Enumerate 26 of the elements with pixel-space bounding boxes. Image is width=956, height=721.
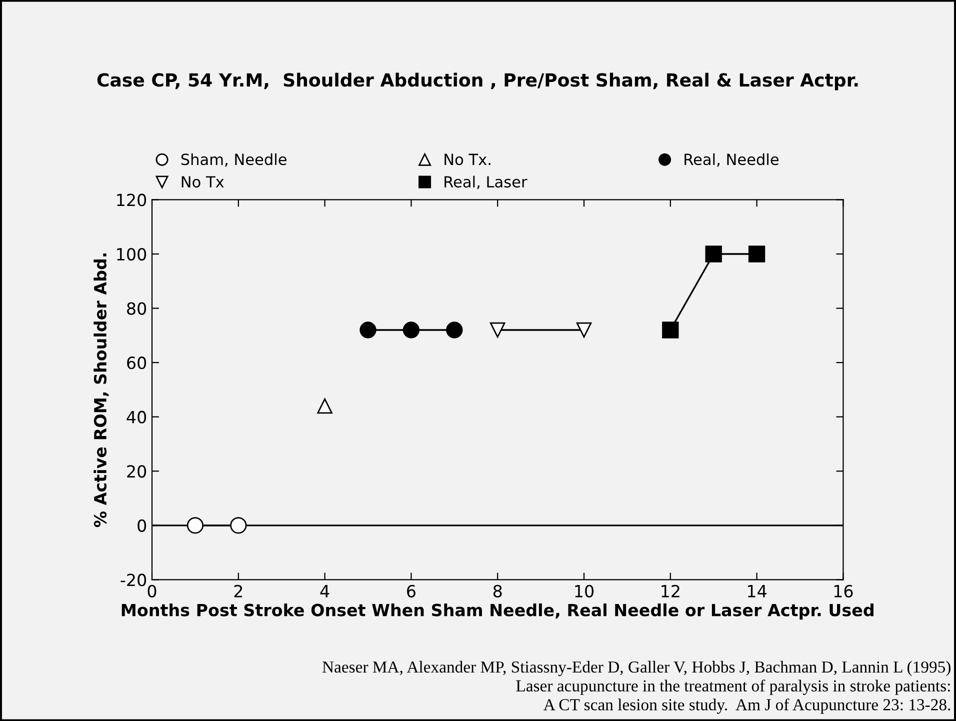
legend-label: Real, Laser — [444, 176, 528, 190]
x-tick-label: 6 — [407, 584, 416, 598]
legend-label: Sham, Needle — [181, 153, 286, 167]
y-tick-label: 120 — [117, 194, 146, 206]
text: Naeser MA, Alexander MP, Stiassny-Eder D, Galler V, Hobbs J, Bachman D, Lannin L (1995) Laser acupuncture in the treatment of paralysis in stroke patients: A CT scan lesion site study. Am J of Acupuncture 23: 13-28. — [322, 660, 950, 714]
x-tick-label: 2 — [234, 584, 242, 598]
y-tick-label: -20 — [120, 574, 146, 586]
x-tick-label: 16 — [834, 584, 853, 598]
y-tick-label: 100 — [117, 248, 146, 261]
y-tick-label: 60 — [127, 356, 146, 370]
x-tick-label: 10 — [575, 584, 594, 598]
chart-title: Case CP, 54 Yr.M, Shoulder Abduction , Pre/Post Sham, Real & Laser Actpr. — [97, 72, 858, 90]
x-tick-label: 8 — [493, 584, 502, 598]
x-axis-title: Months Post Stroke Onset When Sham Needle, Real Needle or Laser Actpr. Used — [122, 603, 874, 620]
y-tick-label: 80 — [127, 302, 146, 315]
y-tick-label: 40 — [126, 410, 146, 424]
legend-label: No Tx. — [444, 154, 490, 166]
y-tick-label: 20 — [127, 465, 146, 478]
legend-label: No Tx — [182, 176, 224, 188]
legend-label: Real, Needle — [684, 153, 779, 167]
x-tick-label: 0 — [148, 584, 156, 598]
y-tick-label: 0 — [138, 519, 146, 532]
x-tick-label: 12 — [662, 584, 680, 598]
x-tick-label: 14 — [748, 585, 766, 598]
x-tick-label: 4 — [320, 585, 330, 598]
y-axis-title: % Active ROM, Shoulder Abd. — [94, 253, 109, 528]
